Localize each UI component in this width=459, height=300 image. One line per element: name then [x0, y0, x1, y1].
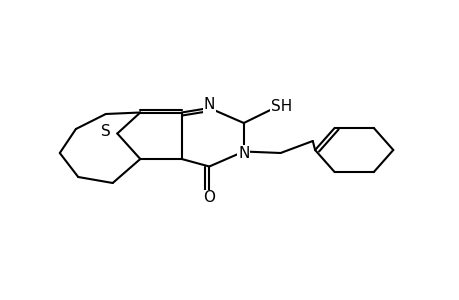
Text: O: O: [203, 190, 215, 206]
Text: N: N: [238, 146, 249, 160]
Text: S: S: [101, 124, 111, 140]
Text: N: N: [203, 97, 214, 112]
Text: SH: SH: [270, 99, 291, 114]
